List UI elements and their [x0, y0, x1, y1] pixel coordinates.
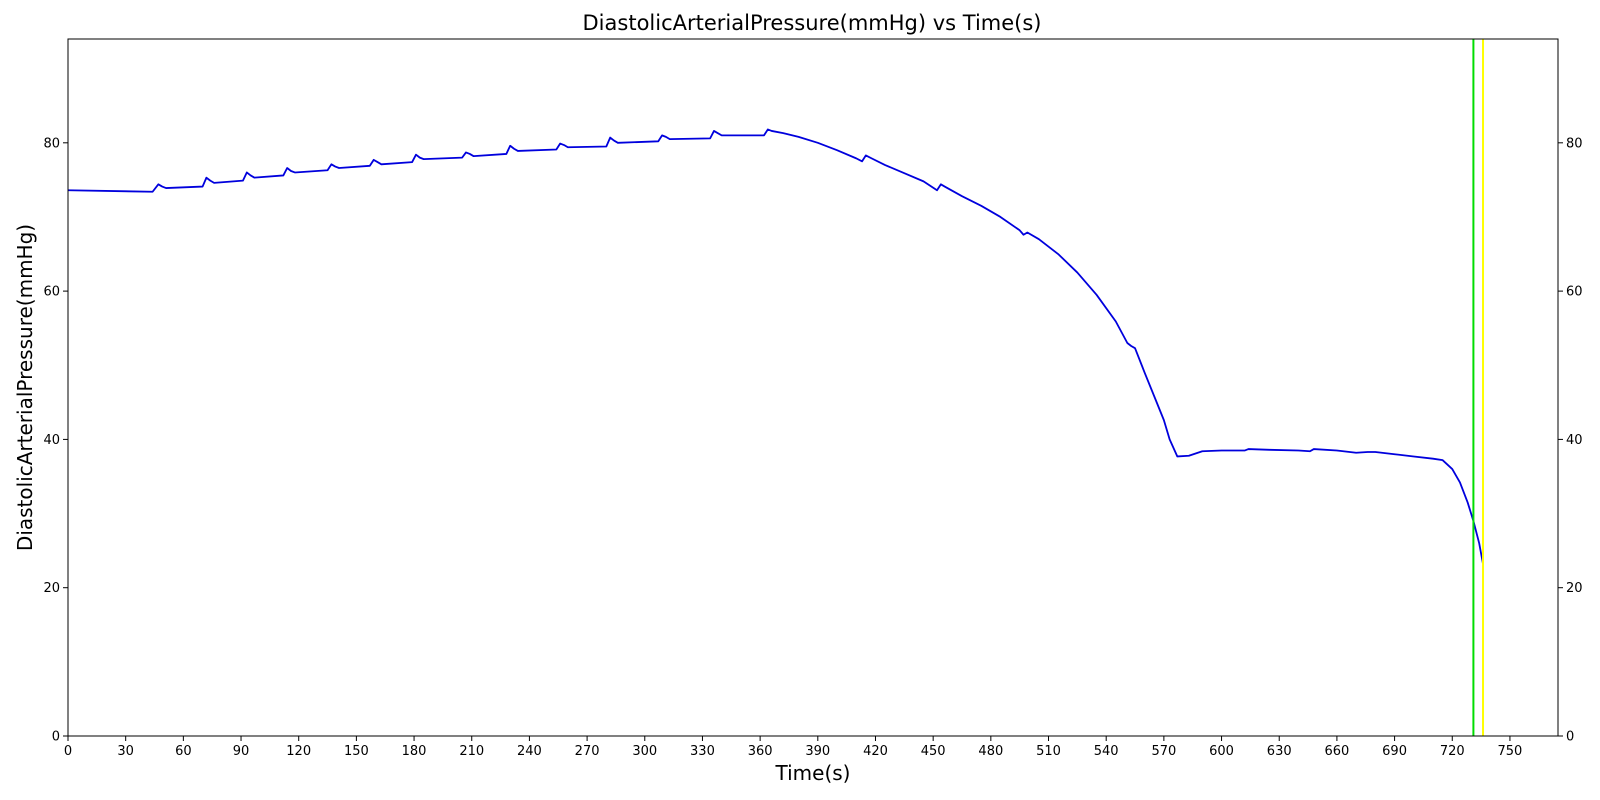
x-tick-label: 570 — [1151, 744, 1176, 759]
y-tick-label-right: 20 — [1566, 581, 1583, 596]
plot-area — [67, 39, 1485, 736]
y-tick-label-left: 20 — [43, 581, 60, 596]
y-tick-label-right: 60 — [1566, 285, 1583, 300]
x-tick-label: 420 — [863, 744, 888, 759]
y-tick-label-right: 40 — [1566, 433, 1583, 448]
chart-title: DiastolicArterialPressure(mmHg) vs Time(… — [583, 11, 1042, 35]
x-tick-label: 180 — [402, 744, 427, 759]
x-tick-label: 150 — [344, 744, 369, 759]
x-tick-label: 270 — [575, 744, 600, 759]
x-tick-label: 60 — [175, 744, 192, 759]
y-tick-label-left: 40 — [43, 433, 60, 448]
x-tick-label: 720 — [1440, 744, 1465, 759]
axis-ticks: 0 30 60 90 120 150 180 210 240 270 300 330 360 390 420… — [43, 136, 1582, 759]
x-tick-label: 750 — [1498, 744, 1523, 759]
x-tick-label: 390 — [805, 744, 830, 759]
x-tick-label: 330 — [690, 744, 715, 759]
y-tick-label-right: 0 — [1566, 730, 1574, 745]
x-tick-label: 600 — [1209, 744, 1234, 759]
x-tick-label: 480 — [978, 744, 1003, 759]
y-tick-label-left: 60 — [43, 285, 60, 300]
x-tick-label: 210 — [459, 744, 484, 759]
x-tick-label: 300 — [632, 744, 657, 759]
x-tick-label: 690 — [1382, 744, 1407, 759]
x-tick-label: 510 — [1036, 744, 1061, 759]
x-tick-label: 240 — [517, 744, 542, 759]
y-tick-label-left: 0 — [52, 730, 60, 745]
plot-frame — [67, 38, 1559, 737]
x-tick-label: 660 — [1324, 744, 1349, 759]
x-tick-label: 30 — [117, 744, 134, 759]
x-tick-label: 90 — [233, 744, 250, 759]
series-line-0 — [67, 128, 1484, 565]
y-tick-label-left: 80 — [43, 136, 60, 151]
x-tick-label: 630 — [1267, 744, 1292, 759]
x-tick-label: 0 — [64, 744, 72, 759]
x-tick-label: 120 — [286, 744, 311, 759]
y-axis-title: DiastolicArterialPressure(mmHg) — [13, 224, 37, 551]
x-tick-label: 450 — [921, 744, 946, 759]
y-tick-label-right: 80 — [1566, 136, 1583, 151]
x-tick-label: 360 — [748, 744, 773, 759]
x-tick-label: 540 — [1094, 744, 1119, 759]
x-axis-title: Time(s) — [775, 761, 851, 785]
